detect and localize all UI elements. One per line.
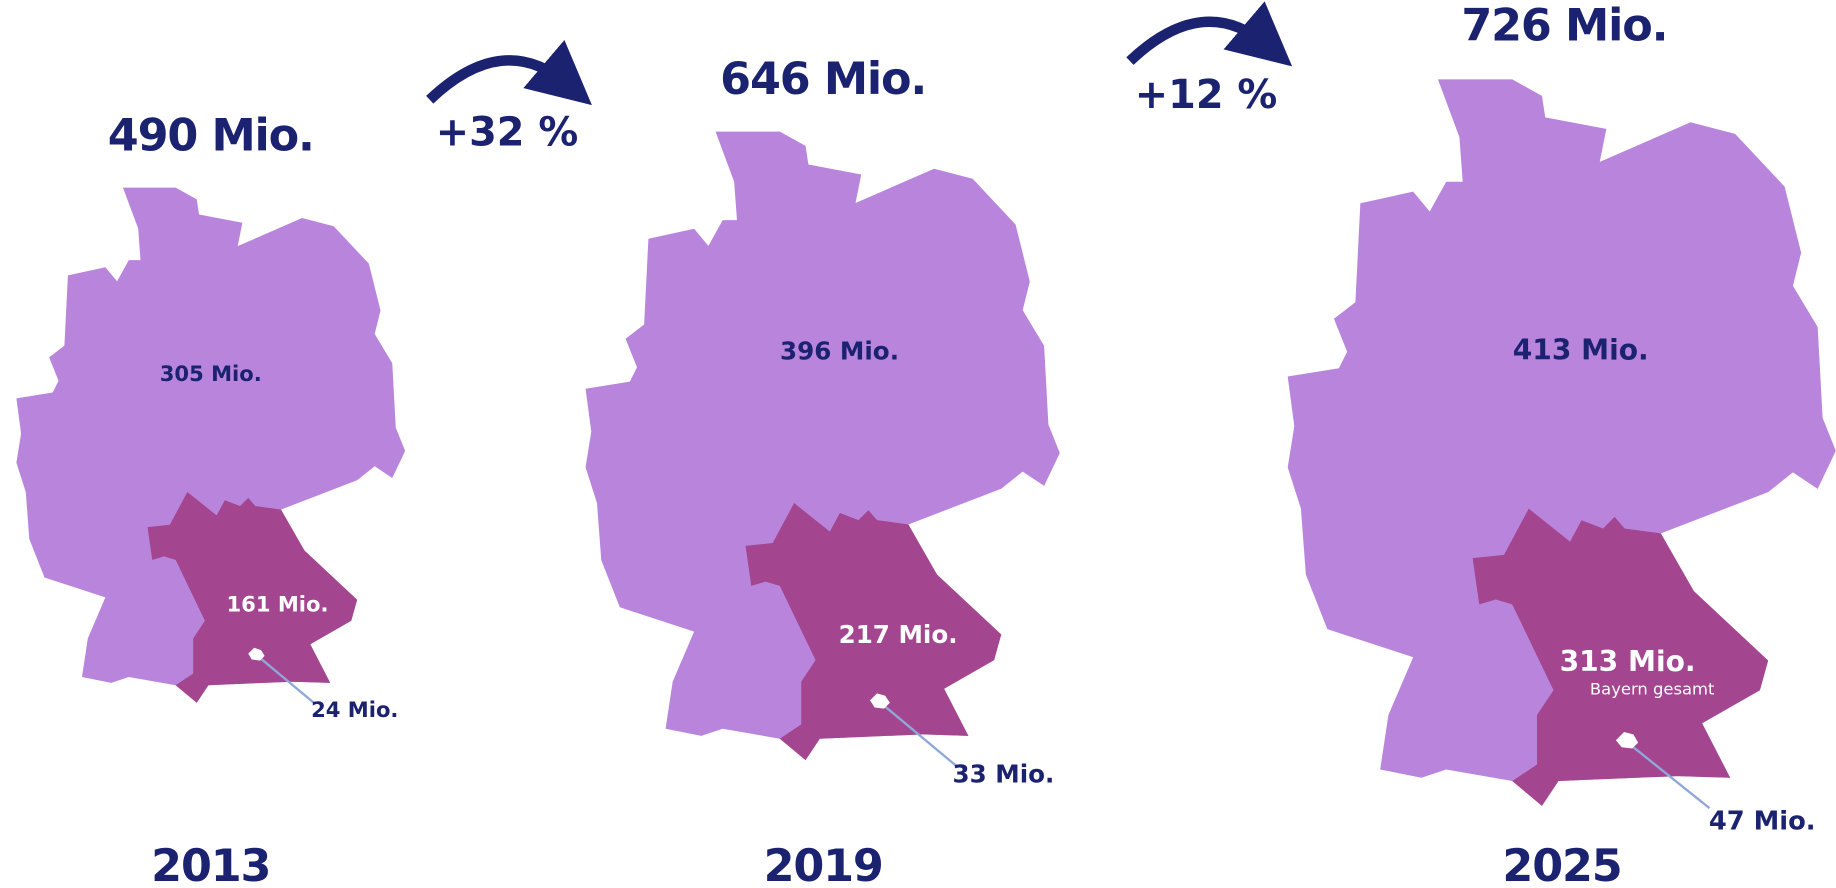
leader-line [879, 701, 959, 769]
map-2019 [585, 131, 1060, 761]
year-label: 2019 [764, 841, 883, 888]
change-arrow [1126, 1, 1293, 67]
munich-label: 47 Mio. [1709, 807, 1816, 837]
munich-markers [256, 655, 1711, 810]
bavaria-note: Bayern gesamt [1590, 679, 1715, 698]
leader-line [1626, 741, 1711, 810]
bavaria-label: 161 Mio. [227, 592, 329, 617]
map-2025 [1287, 79, 1836, 806]
change-arrow [426, 39, 592, 106]
total-label: 646 Mio. [720, 54, 926, 105]
map-2013 [16, 187, 406, 703]
munich-icon [1615, 732, 1639, 749]
germany-label: 305 Mio. [160, 361, 262, 386]
arrows [426, 1, 1293, 106]
total-label: 490 Mio. [108, 110, 314, 161]
munich-icon [869, 693, 890, 709]
year-label: 2013 [151, 841, 270, 888]
bavaria-label: 217 Mio. [839, 620, 958, 649]
leader-line [256, 655, 315, 704]
germany-label: 413 Mio. [1513, 333, 1649, 366]
munich-label: 24 Mio. [311, 697, 398, 722]
munich-icons [248, 647, 1639, 749]
year-label: 2025 [1502, 841, 1621, 888]
munich-label: 33 Mio. [953, 759, 1055, 788]
germany-label: 396 Mio. [780, 337, 899, 366]
total-label: 726 Mio. [1461, 0, 1667, 51]
bavaria-label: 313 Mio. [1560, 645, 1696, 678]
change-label: +32 % [436, 109, 578, 155]
munich-icon [248, 647, 265, 661]
change-label: +12 % [1135, 72, 1277, 118]
